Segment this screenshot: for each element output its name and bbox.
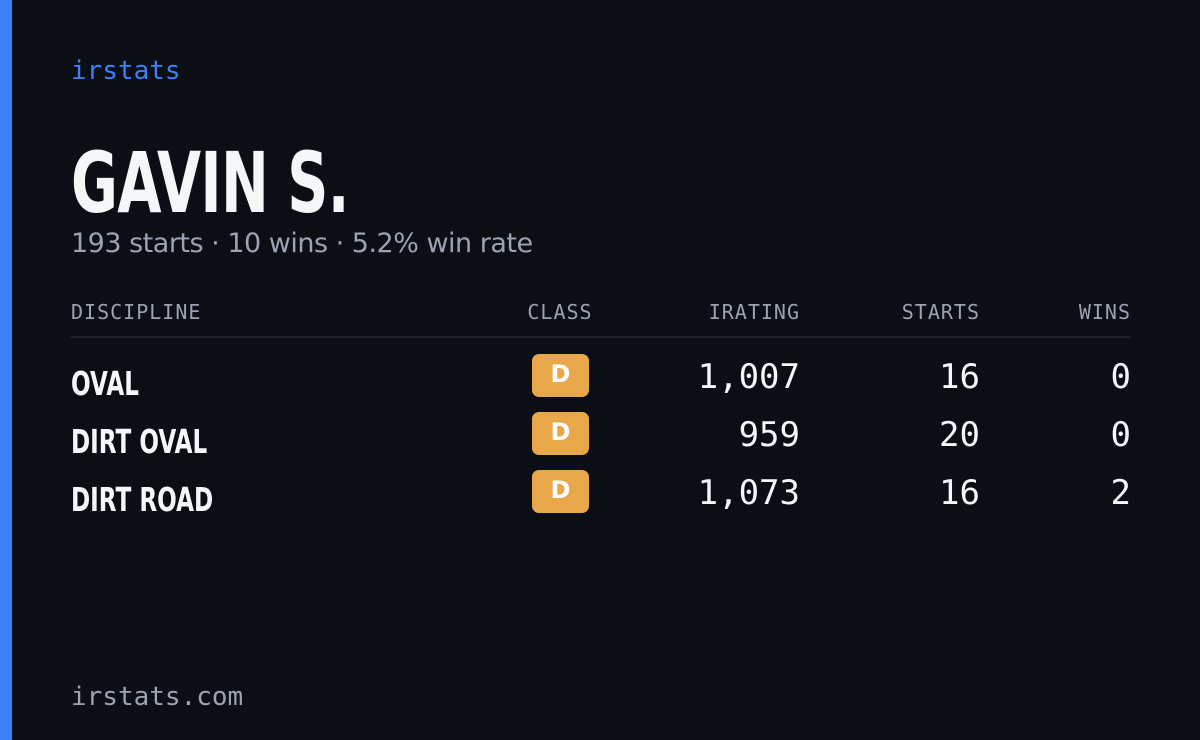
stat: 0 [1110, 357, 1131, 397]
accent-bar [0, 0, 12, 740]
driver-summary: 193 starts · 10 wins · 5.2% win rate [71, 228, 533, 259]
discipline: DIRT ROAD [71, 480, 214, 519]
stat: 20 [939, 415, 980, 455]
class-badge: D [532, 470, 589, 513]
stat: 0 [1110, 415, 1131, 455]
stat: 959 [738, 415, 800, 455]
stat: 1,073 [697, 473, 800, 513]
class-badge: D [532, 354, 589, 397]
stat: 2 [1110, 473, 1131, 513]
discipline: OVAL [71, 364, 139, 403]
column-header: CLASS [527, 300, 593, 324]
stat: 1,007 [697, 357, 800, 397]
discipline: DIRT OVAL [71, 422, 208, 461]
column-header: WINS [1078, 300, 1131, 324]
stat: 16 [939, 357, 980, 397]
stat: 16 [939, 473, 980, 513]
column-header: STARTS [901, 300, 980, 324]
column-header: DISCIPLINE [71, 300, 202, 324]
brand: irstats [71, 56, 181, 86]
driver-name: GAVIN S. [71, 134, 349, 232]
class-badge: D [532, 412, 589, 455]
column-header: IRATING [708, 300, 800, 324]
footer: irstats.com [71, 682, 244, 712]
header-rule [71, 336, 1131, 338]
